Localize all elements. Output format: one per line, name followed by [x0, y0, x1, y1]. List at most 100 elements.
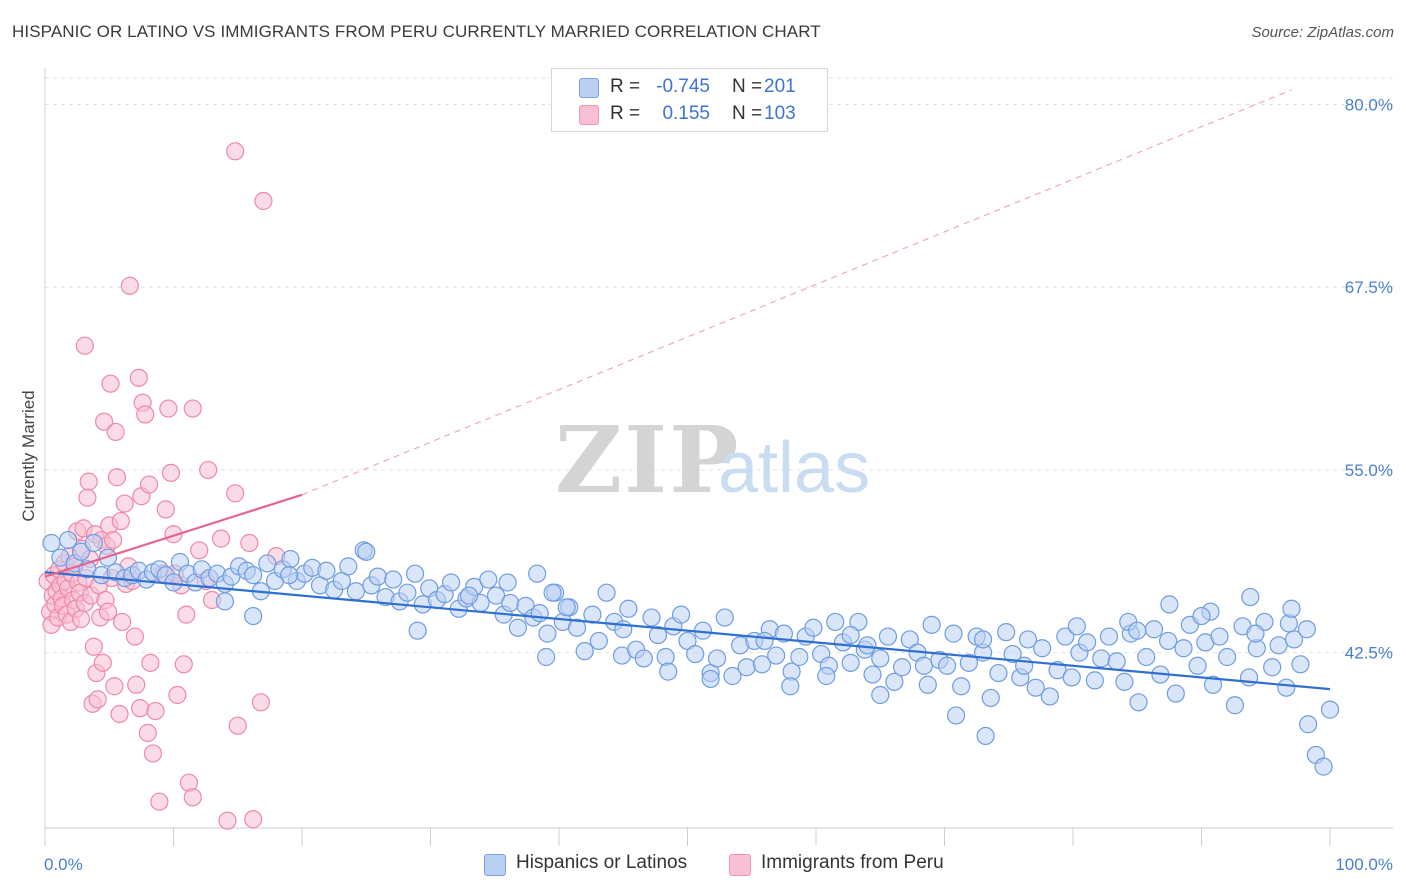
hispanic-point	[1297, 620, 1316, 639]
hispanic-point	[1160, 595, 1179, 614]
hispanic-point	[659, 662, 678, 681]
hispanic-point	[1192, 606, 1211, 626]
y-tick-label: 80.0%	[1345, 96, 1393, 115]
hispanic-point	[885, 672, 904, 691]
y-tick-label: 55.0%	[1345, 461, 1393, 480]
peru-point	[75, 336, 94, 355]
hispanic-point	[280, 566, 299, 585]
hispanic-point	[537, 647, 556, 667]
hispanic-point	[804, 618, 823, 637]
peru-point	[107, 468, 127, 487]
trend-lines-layer	[44, 89, 1331, 691]
hispanic-point	[937, 656, 957, 675]
hispanic-point	[597, 583, 616, 602]
hispanic-point	[244, 566, 263, 585]
legend-r-value: -0.745	[656, 76, 710, 97]
hispanic-point	[1128, 621, 1147, 640]
peru-point	[226, 142, 245, 161]
hispanic-point	[790, 647, 809, 667]
peru-point	[129, 368, 148, 387]
peru-point	[93, 653, 112, 672]
legend-swatch-pink	[579, 105, 599, 125]
hispanic-point	[973, 630, 993, 649]
hispanic-point	[543, 583, 562, 602]
hispanic-point	[530, 604, 549, 623]
peru-point	[150, 792, 169, 811]
hispanic-point	[368, 567, 387, 586]
hispanic-point	[59, 530, 78, 550]
hispanic-point	[671, 605, 691, 624]
y-tick-label: 67.5%	[1345, 278, 1393, 297]
hispanic-point	[922, 615, 941, 634]
legend-n-label: N =	[732, 76, 763, 97]
hispanic-point	[878, 627, 898, 646]
chart-title: HISPANIC OR LATINO VS IMMIGRANTS FROM PE…	[12, 22, 821, 41]
hispanic-point	[528, 564, 547, 583]
peru-point	[71, 609, 91, 629]
hispanic-point	[244, 606, 263, 626]
hispanic-point	[1092, 649, 1111, 668]
peru-point	[84, 637, 103, 656]
hispanic-point	[1115, 672, 1134, 691]
hispanic-point	[1210, 627, 1229, 646]
hispanic-point	[459, 586, 479, 605]
peru-point	[251, 693, 270, 712]
peru-point	[136, 405, 155, 424]
hispanic-point	[357, 542, 376, 561]
peru-point	[226, 484, 245, 503]
x-tick-label: 0.0%	[44, 855, 83, 874]
hispanic-point	[1085, 671, 1104, 690]
hispanic-point	[1067, 617, 1086, 636]
hispanic-point	[486, 586, 506, 605]
hispanic-point	[215, 592, 234, 611]
hispanic-point	[441, 573, 461, 592]
peru-point	[141, 653, 160, 672]
hispanic-point	[1269, 636, 1288, 655]
hispanic-point	[557, 598, 576, 617]
hispanic-point	[384, 570, 403, 589]
hispanic-point	[723, 666, 742, 686]
hispanic-point	[1062, 668, 1081, 687]
hispanic-point	[1078, 633, 1097, 652]
hispanic-point	[538, 624, 557, 643]
peru-point	[79, 472, 98, 491]
hispanic-point	[707, 649, 727, 668]
hispanic-point	[1218, 647, 1237, 667]
hispanic-point	[84, 533, 103, 553]
watermark-atlas: atlas	[718, 428, 870, 508]
hispanic-point	[1033, 639, 1052, 658]
hispanic-point	[71, 542, 91, 561]
peru-point	[130, 699, 150, 718]
bottom-legend-swatch-blue	[484, 854, 506, 876]
peru-point	[190, 541, 209, 560]
hispanic-point	[781, 677, 800, 696]
hispanic-point	[976, 726, 995, 746]
watermark: ZIP atlas	[555, 406, 870, 514]
hispanic-point	[1099, 627, 1119, 646]
axes-layer	[44, 68, 1393, 846]
peru-point	[78, 488, 97, 507]
hispanic-point	[1282, 599, 1301, 618]
hispanic-point	[737, 658, 756, 677]
peru-points-layer	[38, 142, 286, 830]
hispanic-point	[1048, 661, 1067, 680]
hispanic-point	[339, 557, 358, 576]
hispanic-point	[858, 636, 877, 655]
hispanic-point	[498, 573, 517, 592]
x-tick-label: 100.0%	[1335, 855, 1393, 874]
hispanic-point	[752, 655, 772, 674]
peru-point	[120, 276, 139, 295]
hispanic-point	[1166, 684, 1185, 703]
hispanic-point	[841, 653, 860, 672]
peru-point	[161, 463, 181, 482]
hispanic-point	[871, 649, 890, 668]
legend-n-value: 201	[764, 76, 796, 97]
hispanic-point	[479, 570, 498, 589]
hispanic-point	[1040, 687, 1059, 706]
hispanic-point	[1291, 655, 1310, 674]
hispanic-point	[1241, 587, 1260, 607]
hispanic-point	[826, 612, 845, 632]
hispanic-point	[1225, 696, 1245, 715]
hispanic-point	[258, 554, 277, 573]
